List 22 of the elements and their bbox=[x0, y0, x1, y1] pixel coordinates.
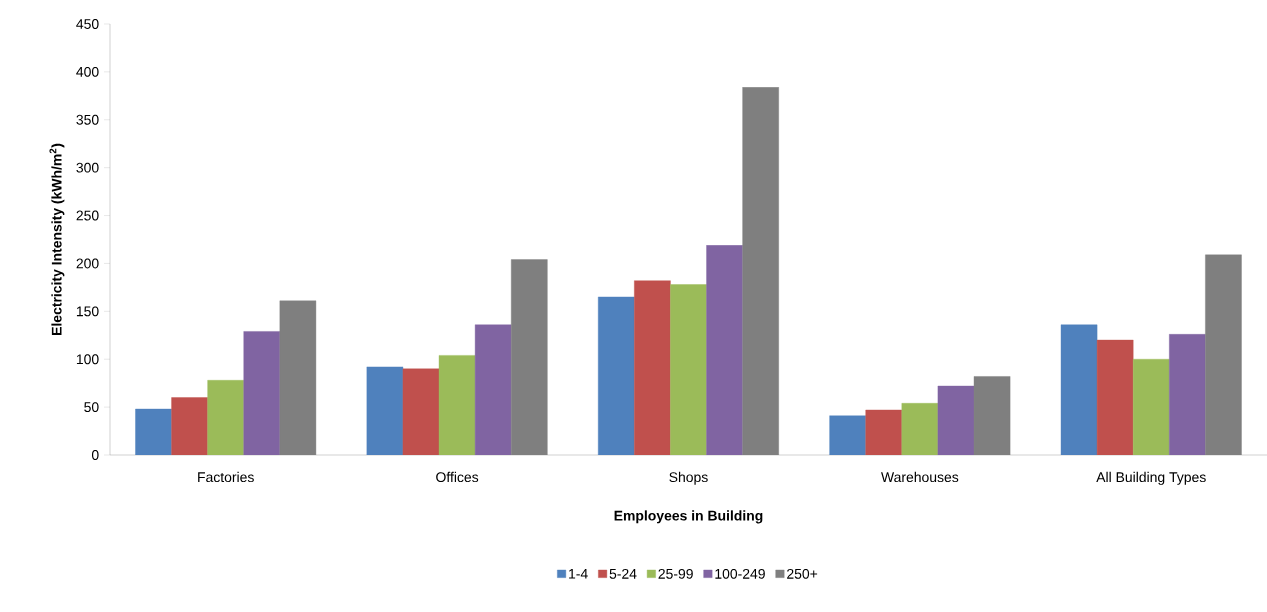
y-tick-label: 300 bbox=[76, 162, 99, 173]
x-tick-label: Warehouses bbox=[881, 471, 959, 483]
x-tick-label: All Building Types bbox=[1096, 471, 1206, 485]
legend-label: 1-4 bbox=[569, 568, 588, 579]
x-tick-label: Factories bbox=[198, 471, 254, 483]
y-tick-label: 450 bbox=[76, 19, 99, 29]
y-tick-label: 350 bbox=[76, 114, 99, 125]
y-tick-label: 50 bbox=[84, 402, 99, 413]
x-tick-label: Shops bbox=[669, 471, 708, 485]
legend-label: 25-99 bbox=[658, 568, 693, 579]
y-tick-label: 150 bbox=[76, 306, 99, 317]
legend-label: 100-249 bbox=[715, 568, 765, 579]
y-tick-label: 0 bbox=[91, 450, 99, 460]
legend-label: 5-24 bbox=[609, 568, 637, 579]
y-tick-label: 100 bbox=[76, 354, 99, 365]
y-tick-label: 200 bbox=[76, 258, 99, 269]
legend-label: 250+ bbox=[787, 568, 818, 579]
y-axis-title: Electricity Intensity (kWh/m$^{2}$) bbox=[49, 143, 65, 335]
y-tick-label: 400 bbox=[76, 66, 99, 77]
y-tick-label: 250 bbox=[76, 210, 99, 221]
x-axis-title: Employees in Building bbox=[614, 510, 763, 524]
x-tick-label: Offices bbox=[436, 471, 479, 483]
